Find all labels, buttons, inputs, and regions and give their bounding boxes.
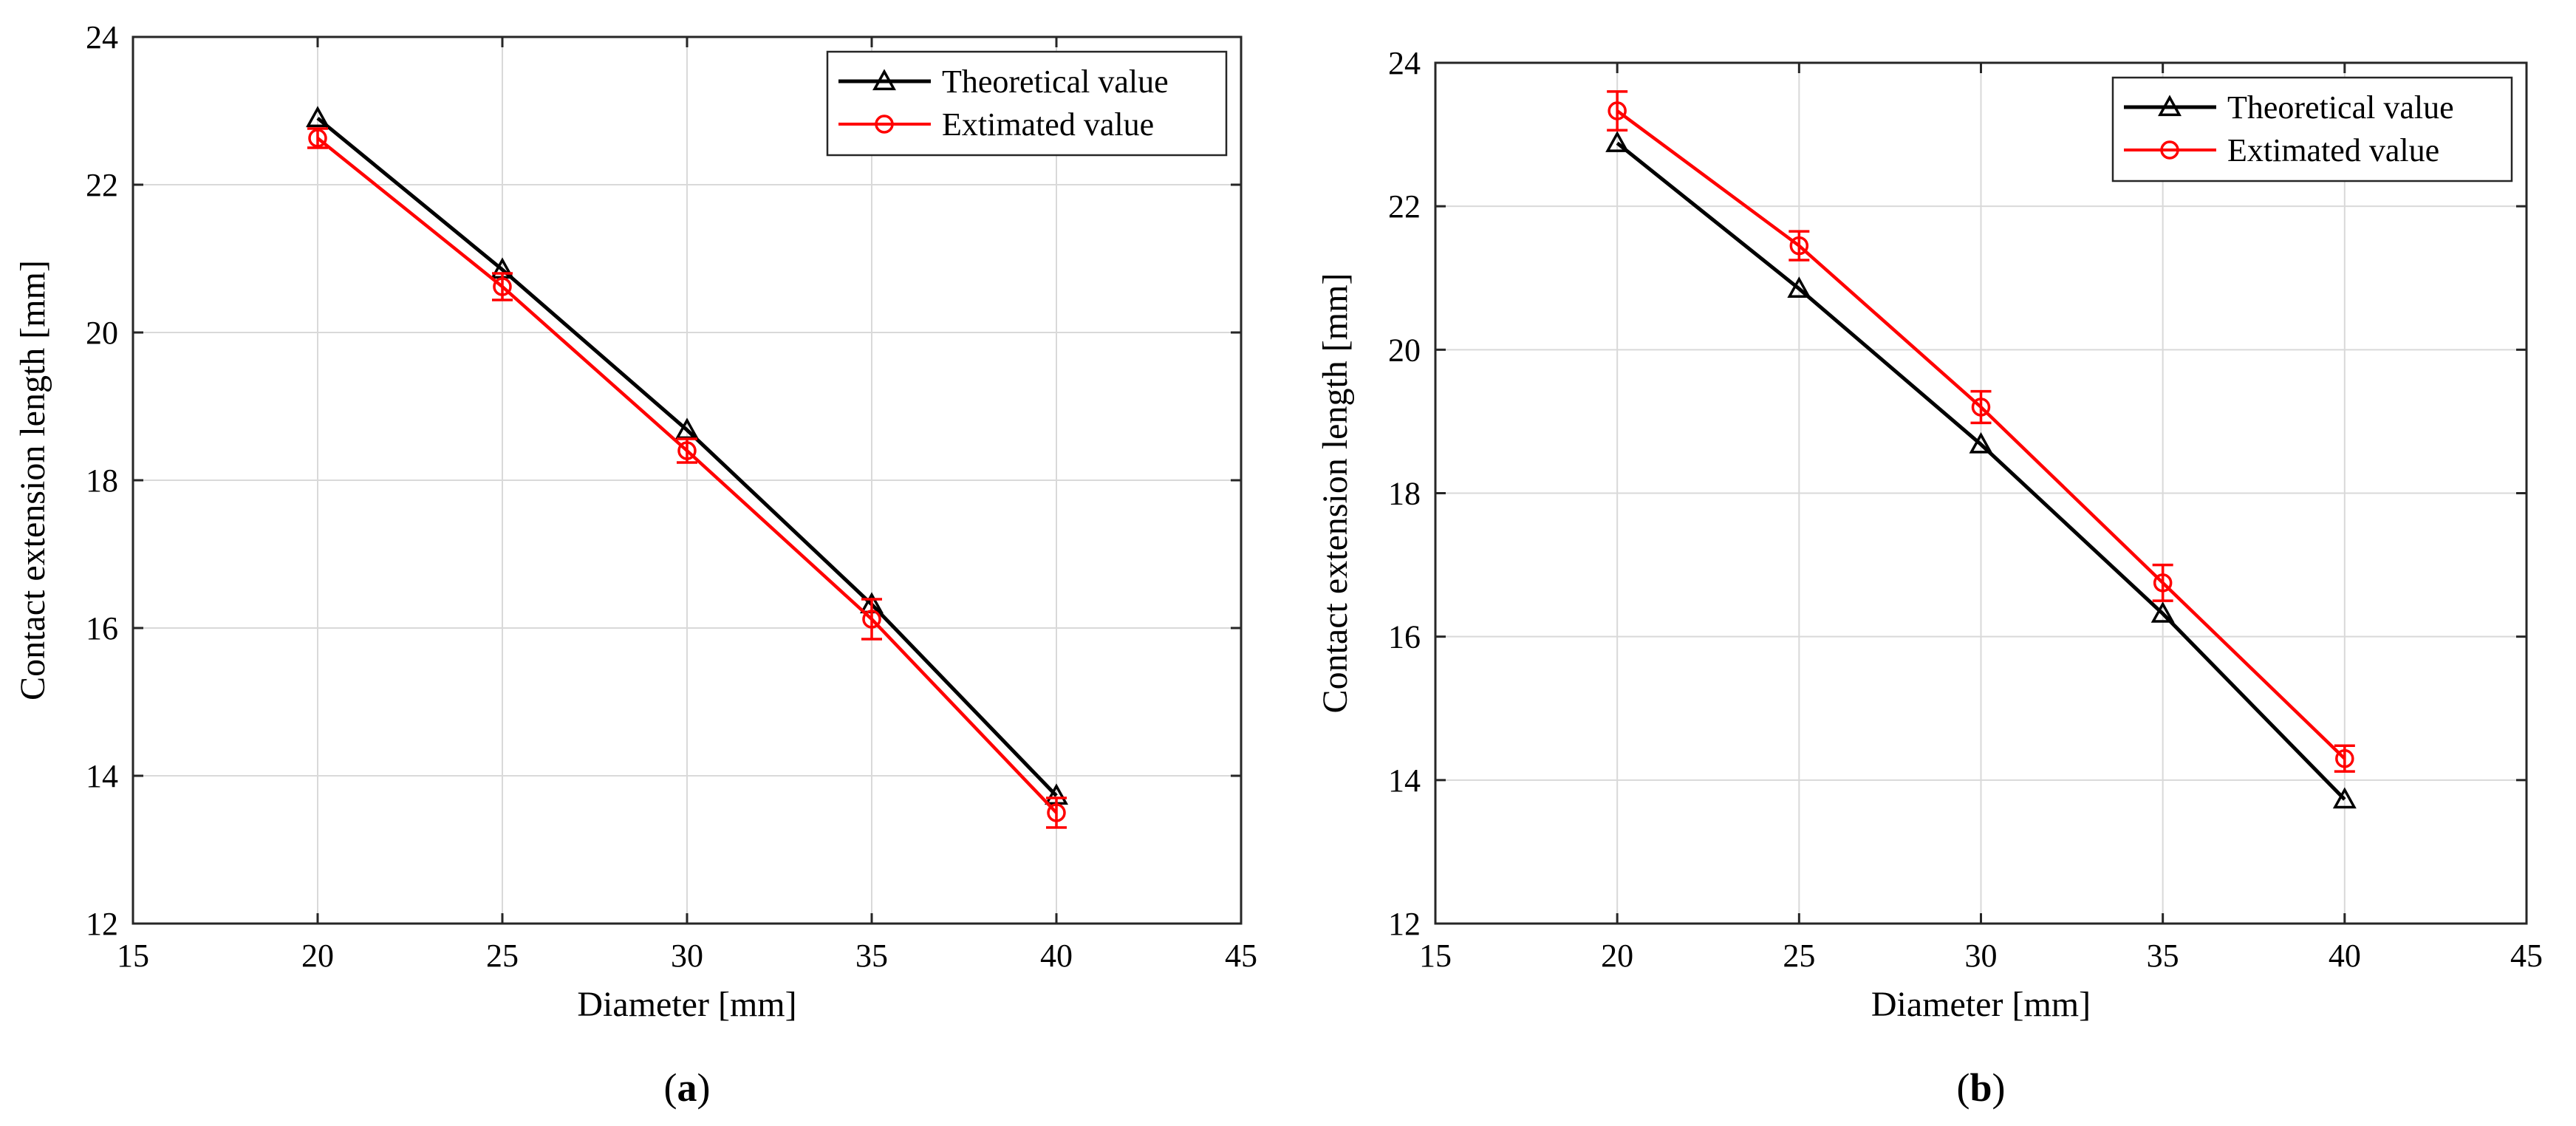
y-tick-label: 14 [1388,762,1421,799]
series-theoretical [306,106,1068,805]
y-tick-label: 16 [1388,619,1421,655]
x-tick-label: 35 [2147,938,2179,974]
x-tick-label: 20 [1601,938,1633,974]
triangle-marker [306,106,329,128]
x-tick-label: 45 [2510,938,2543,974]
panel-label-letter: a [677,1065,697,1110]
x-tick-label: 40 [1040,938,1073,974]
legend-box [2111,76,2513,182]
chart-panel-a: 15 20 25 30 35 40 45 12 14 16 18 20 22 24 Diameter [mm… [13,19,1257,1110]
triangle-marker [2332,787,2357,809]
series-estimated [307,127,1067,829]
y-axis-label: Contact extension length [mm] [1316,273,1355,714]
panel-label: (b) [1956,1065,2005,1110]
y-tick-label: 12 [86,906,118,942]
legend-item: Extimated value [838,106,1154,143]
legend-item: Theoretical value [838,64,1169,100]
y-tick-label: 20 [1388,332,1421,368]
x-tick-label: 45 [1225,938,1257,974]
circle-marker [2153,573,2173,593]
legend-label: Theoretical value [2227,89,2454,126]
x-tick-label: 40 [2329,938,2361,974]
circle-marker [862,610,881,629]
x-tick-label: 30 [1965,938,1998,974]
y-tick-label: 16 [86,610,118,646]
legend-item: Theoretical value [2124,89,2454,126]
x-tick-label: 20 [301,938,334,974]
legend-label: Extimated value [942,106,1154,143]
y-tick-label: 20 [86,315,118,351]
panel-label-close: ) [697,1065,711,1110]
circle-marker [1789,236,1809,256]
legend-item: Extimated value [2124,132,2439,168]
circle-marker [308,129,327,148]
legend-label: Theoretical value [942,64,1169,100]
triangle-marker [1605,131,1630,152]
panel-label-open: ( [664,1065,677,1110]
y-tick-label: 12 [1388,906,1421,942]
chart-panel-b: 15 20 25 30 35 40 45 12 14 16 18 20 22 24 Diameter [mm… [1316,45,2543,1110]
y-axis-label: Contact extension length [mm] [13,260,52,700]
series-theoretical [1605,131,2357,809]
panel-label-open: ( [1956,1065,1969,1110]
circle-marker [1047,803,1066,822]
triangle-marker [2150,601,2175,623]
series-estimated [1607,90,2355,773]
y-tick-label: 24 [1388,45,1421,81]
circle-marker [1608,101,1627,120]
triangle-marker [1787,276,1811,298]
triangle-marker [2158,95,2182,117]
y-tick-label: 18 [86,463,118,499]
panel-label: (a) [664,1065,711,1110]
panel-label-letter: b [1969,1065,1992,1110]
legend-box [826,50,1228,157]
circle-marker [2335,748,2354,768]
x-axis-label: Diameter [mm] [1871,985,2091,1024]
x-tick-label: 30 [671,938,703,974]
x-tick-label: 25 [1783,938,1815,974]
circle-marker [1971,397,1991,417]
y-tick-label: 22 [1388,188,1421,225]
legend: Theoretical value Extimated value [2111,76,2513,182]
y-tick-label: 24 [86,19,118,55]
x-tick-label: 15 [1419,938,1452,974]
x-tick-label: 35 [855,938,888,974]
y-tick-label: 18 [1388,476,1421,512]
x-tick-label: 25 [486,938,519,974]
triangle-marker [872,69,896,91]
x-axis-label: Diameter [mm] [577,985,796,1024]
series-line [1616,141,2346,801]
x-tick-label: 15 [117,938,149,974]
circle-marker [875,115,894,134]
triangle-marker [1969,431,1993,454]
legend: Theoretical value Extimated value [826,50,1228,157]
circle-marker [2160,140,2179,160]
series-line [316,117,1058,797]
circle-marker [493,277,512,296]
y-tick-label: 22 [86,167,118,203]
panel-label-close: ) [1992,1065,2006,1110]
circle-marker [677,441,697,460]
y-tick-label: 14 [86,758,118,794]
legend-label: Extimated value [2227,132,2439,168]
